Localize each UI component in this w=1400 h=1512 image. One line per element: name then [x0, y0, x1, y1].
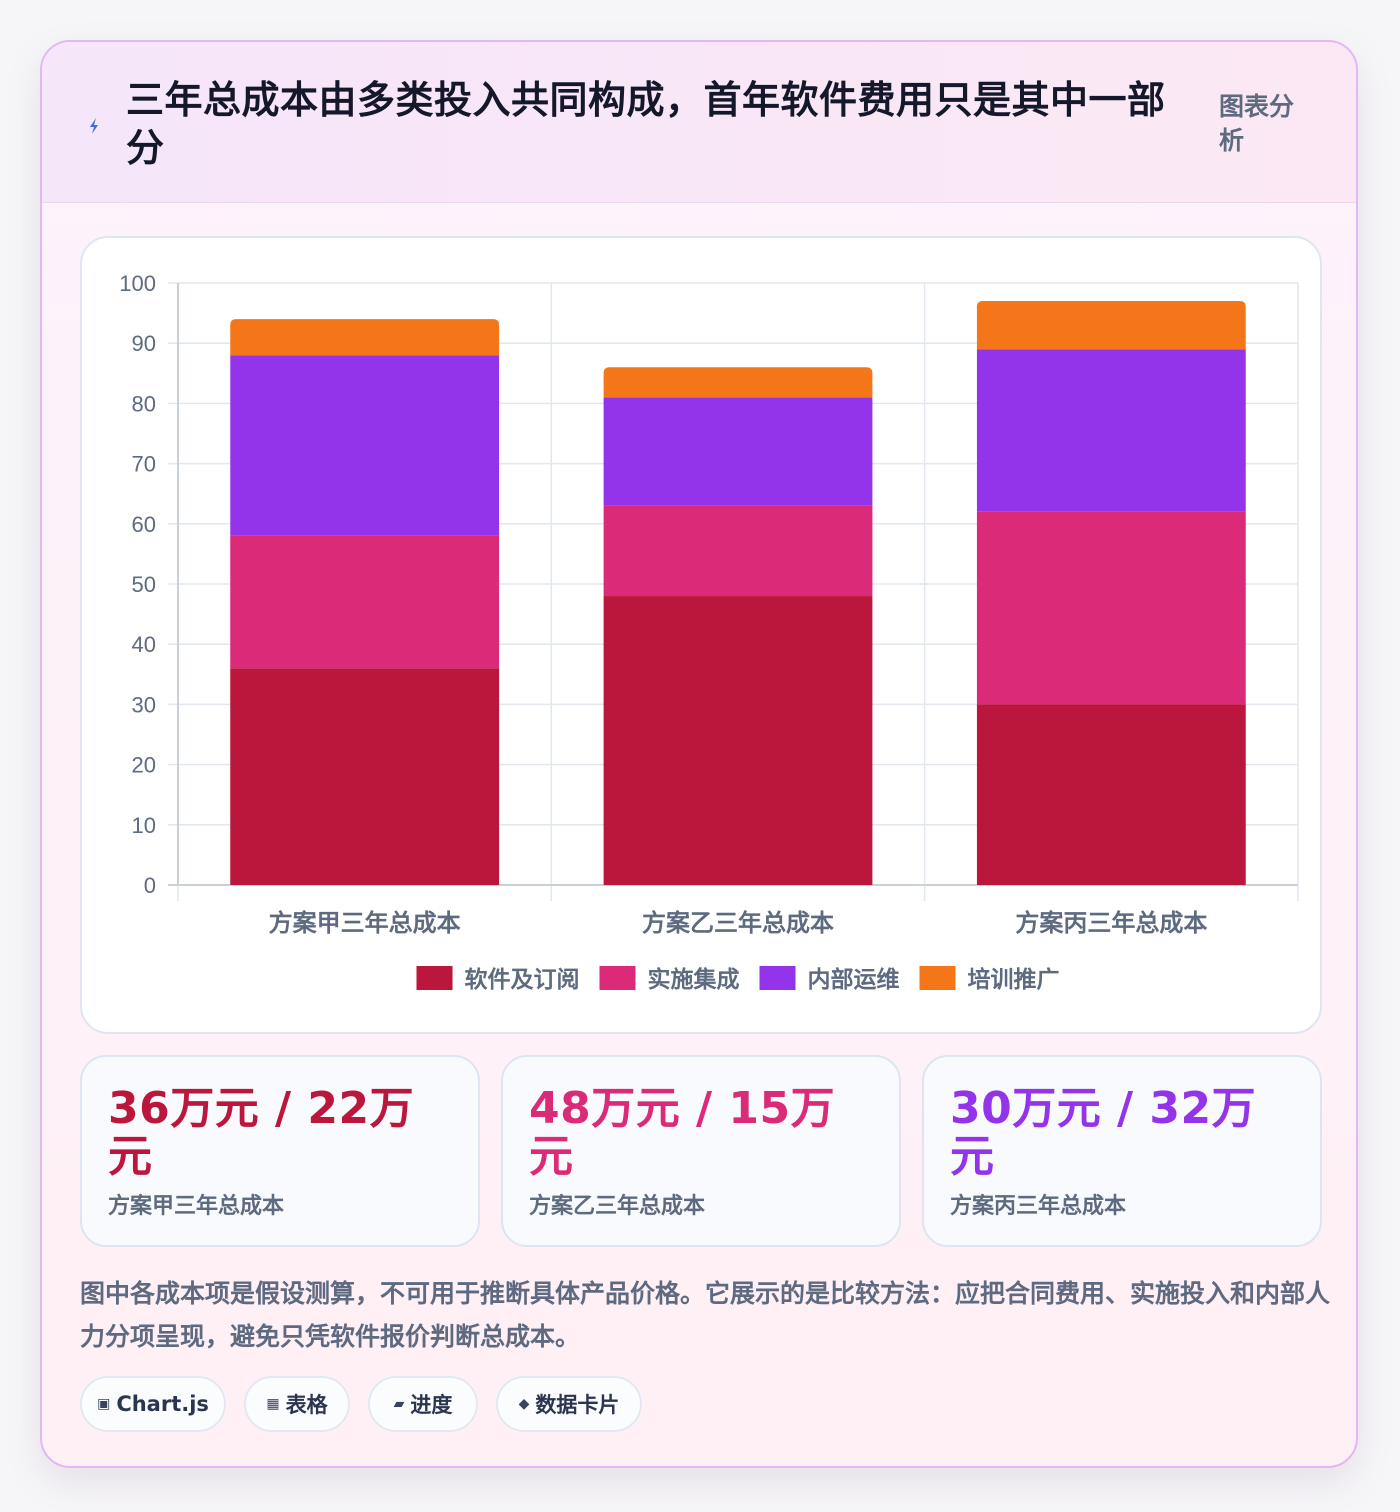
table-icon: ▦ — [266, 1396, 280, 1412]
pill-label: 表格 — [285, 1393, 328, 1417]
stat-label: 方案丙三年总成本 — [950, 1194, 1127, 1219]
chart-analysis-tag: 图表分析 — [1219, 92, 1295, 155]
bolt-icon — [90, 118, 98, 134]
stat-card-plan-b: 48万元 / 15万元 方案乙三年总成本 — [501, 1055, 901, 1247]
x-tick-label: 方案甲三年总成本 — [269, 909, 461, 937]
y-tick-label: 30 — [132, 692, 156, 717]
legend-swatch — [759, 966, 796, 990]
stat-label: 方案甲三年总成本 — [108, 1194, 285, 1219]
legend-label: 软件及订阅 — [465, 966, 580, 993]
chart-panel: 0 10 20 30 40 50 60 70 80 90 100 方案甲三年总成本 方案乙三年总成本 方案… — [80, 236, 1322, 1034]
diamond-icon: ◆ — [518, 1396, 530, 1412]
y-tick-label: 100 — [119, 271, 156, 296]
legend-swatch — [599, 966, 636, 990]
y-tick-label: 20 — [132, 753, 156, 778]
chart-icon: ▣ — [97, 1396, 111, 1412]
page-title: 三年总成本由多类投入共同构成，首年软件费用只是其中一部分 — [126, 78, 1166, 170]
bar-segment — [976, 301, 1246, 350]
bar-segment — [603, 505, 873, 597]
bar-segment — [603, 367, 873, 398]
legend-swatch — [416, 966, 453, 990]
legend-label: 培训推广 — [968, 966, 1060, 993]
pill-progress[interactable]: ▰ 进度 — [368, 1376, 478, 1432]
stat-value: 36万元 / 22万元 — [108, 1083, 415, 1182]
bar-segment — [976, 349, 1246, 512]
y-tick-label: 50 — [132, 572, 156, 597]
y-tick-label: 90 — [132, 331, 156, 356]
bar-segment — [976, 511, 1246, 705]
pill-data-card[interactable]: ◆ 数据卡片 — [496, 1376, 642, 1432]
y-tick-label: 80 — [132, 391, 156, 416]
bar-segment — [603, 596, 873, 885]
stat-label: 方案乙三年总成本 — [529, 1194, 706, 1219]
y-tick-label: 10 — [132, 813, 156, 838]
bar-segment — [976, 704, 1246, 885]
stacked-bar-chart: 0 10 20 30 40 50 60 70 80 90 100 方案甲三年总成本 方案乙三年总成本 方案… — [119, 271, 1299, 993]
legend-label: 实施集成 — [648, 966, 740, 993]
y-tick-label: 0 — [144, 873, 156, 898]
footnote: 图中各成本项是假设测算，不可用于推断具体产品价格。它展示的是比较方法：应把合同费… — [80, 1279, 1331, 1351]
stat-card-plan-c: 30万元 / 32万元 方案丙三年总成本 — [922, 1055, 1322, 1247]
analysis-card: 三年总成本由多类投入共同构成，首年软件费用只是其中一部分 图表分析 0 10 20 3… — [40, 40, 1358, 1468]
stat-cards: 36万元 / 22万元 方案甲三年总成本 48万元 / 15万元 方案乙三年总成… — [80, 1055, 1322, 1247]
bar-segment — [230, 668, 500, 885]
bar-segment — [603, 397, 873, 506]
stat-card-plan-a: 36万元 / 22万元 方案甲三年总成本 — [80, 1055, 480, 1247]
legend-label: 内部运维 — [808, 966, 900, 993]
progress-icon: ▰ — [393, 1396, 405, 1412]
legend-swatch — [919, 966, 956, 990]
x-tick-label: 方案丙三年总成本 — [1015, 909, 1207, 937]
y-tick-label: 70 — [132, 452, 156, 477]
y-tick-label: 60 — [132, 512, 156, 537]
stat-value: 30万元 / 32万元 — [950, 1083, 1257, 1182]
stat-value: 48万元 / 15万元 — [529, 1083, 836, 1182]
bar-segment — [230, 319, 500, 356]
pill-label: Chart.js — [116, 1392, 209, 1416]
pill-chartjs[interactable]: ▣ Chart.js — [80, 1376, 226, 1432]
bar-segment — [230, 535, 500, 669]
pill-table[interactable]: ▦ 表格 — [244, 1376, 350, 1432]
pill-label: 数据卡片 — [535, 1393, 620, 1417]
y-tick-label: 40 — [132, 632, 156, 657]
pill-label: 进度 — [410, 1393, 453, 1417]
card-header: 三年总成本由多类投入共同构成，首年软件费用只是其中一部分 图表分析 — [42, 42, 1356, 203]
x-tick-label: 方案乙三年总成本 — [642, 909, 834, 937]
bar-segment — [230, 355, 500, 536]
